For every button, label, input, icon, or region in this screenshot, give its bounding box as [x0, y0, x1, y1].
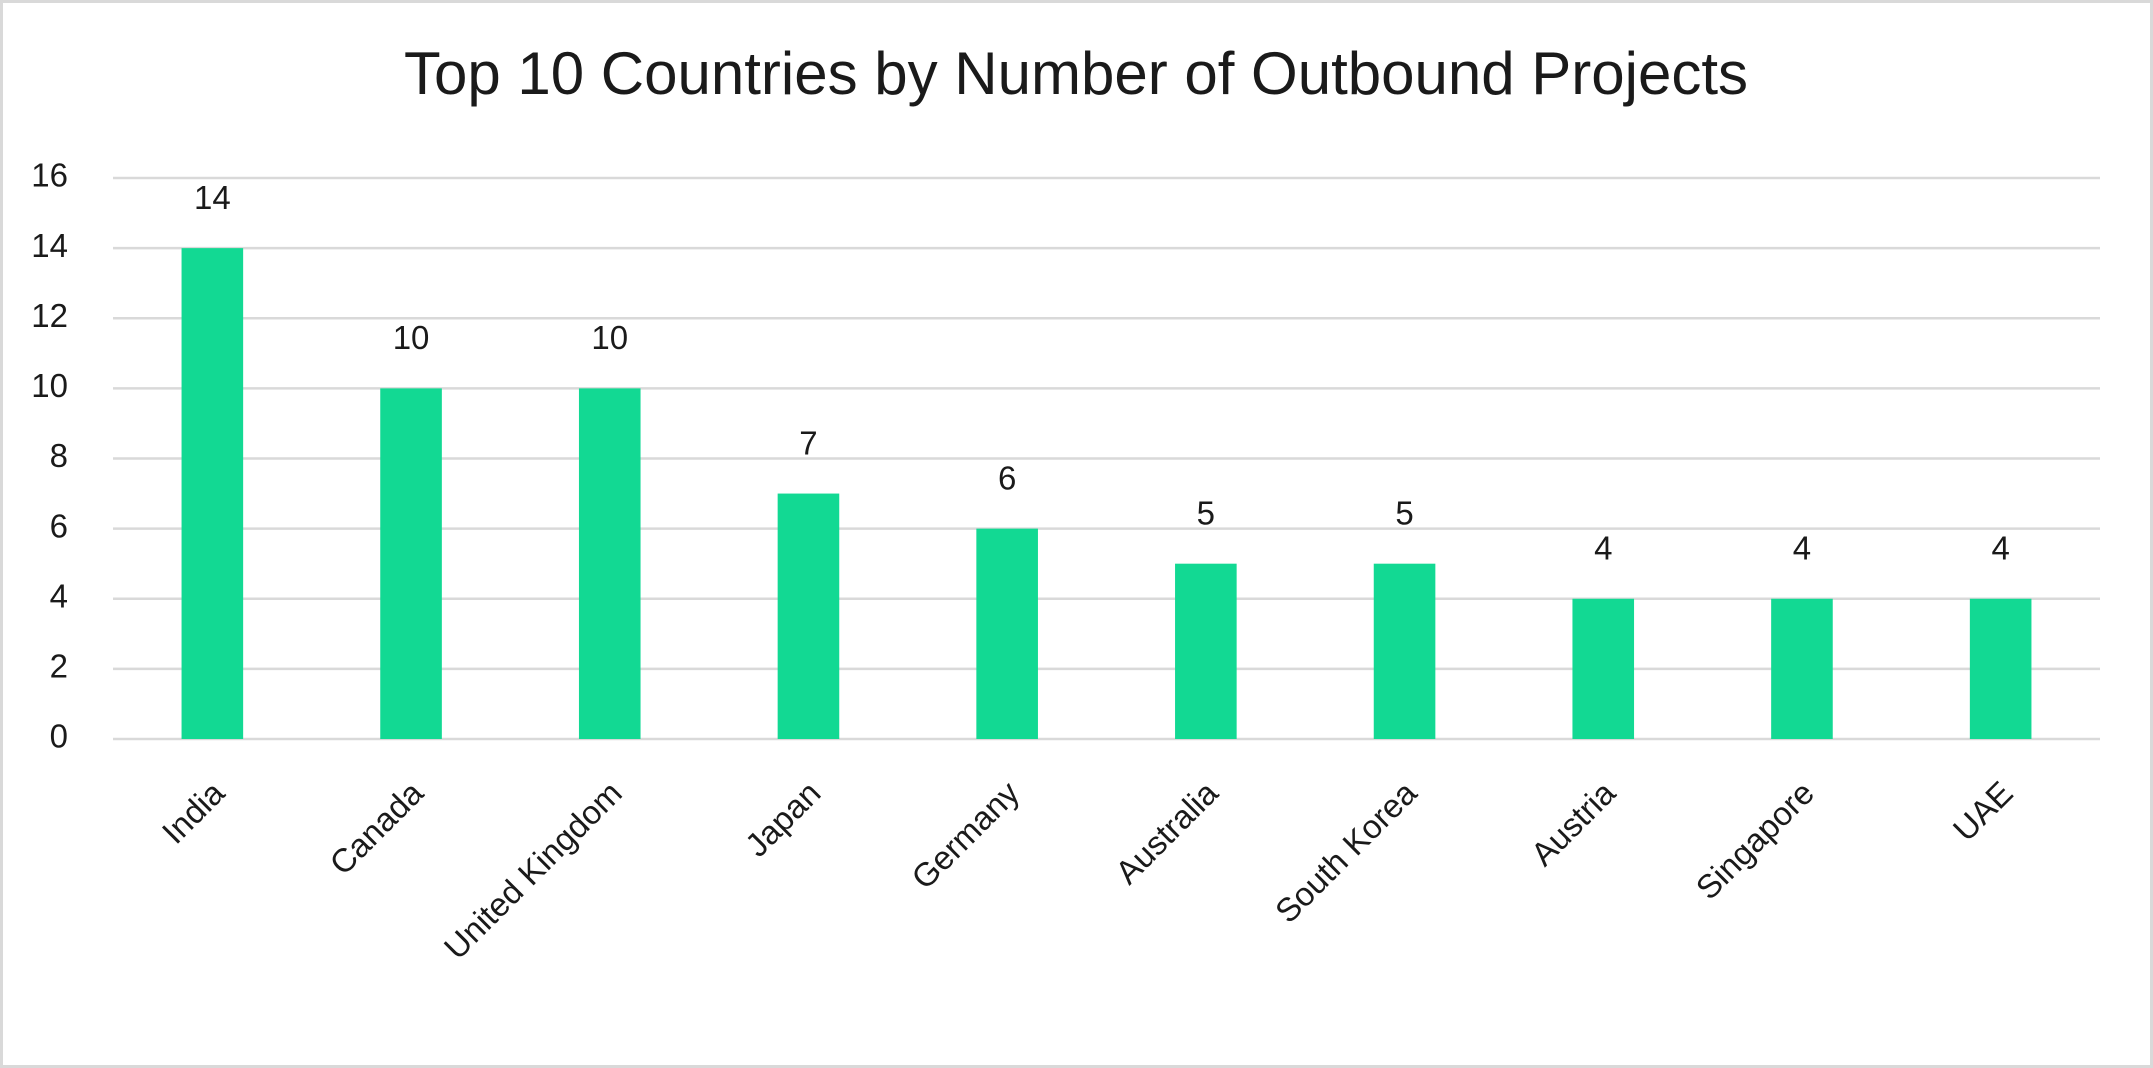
bar — [1771, 598, 1833, 739]
y-tick-label: 4 — [50, 577, 68, 614]
y-tick-label: 16 — [31, 157, 68, 194]
data-label: 10 — [591, 319, 628, 356]
data-label: 5 — [1395, 494, 1413, 531]
data-label: 5 — [1197, 494, 1215, 531]
bar — [777, 493, 840, 739]
bar — [1969, 598, 2032, 739]
y-tick-label: 0 — [50, 718, 68, 755]
bar — [578, 388, 641, 739]
y-tick-label: 8 — [50, 437, 68, 474]
data-label: 14 — [194, 179, 231, 216]
y-tick-label: 12 — [31, 297, 68, 334]
bar — [1175, 563, 1237, 739]
data-label: 7 — [799, 424, 817, 461]
data-label: 4 — [1991, 529, 2009, 566]
y-tick-label: 14 — [31, 227, 68, 264]
bar — [181, 248, 244, 739]
bar — [1572, 598, 1635, 739]
y-tick-label: 2 — [50, 648, 68, 685]
bar — [1373, 563, 1436, 739]
data-label: 6 — [998, 459, 1016, 496]
data-label: 4 — [1594, 529, 1612, 566]
y-tick-label: 10 — [31, 367, 68, 404]
y-tick-label: 6 — [50, 507, 68, 544]
data-label: 10 — [393, 319, 430, 356]
data-label: 4 — [1793, 529, 1811, 566]
bar — [380, 388, 442, 739]
bar — [976, 528, 1038, 739]
chart-title: Top 10 Countries by Number of Outbound P… — [404, 40, 1748, 107]
